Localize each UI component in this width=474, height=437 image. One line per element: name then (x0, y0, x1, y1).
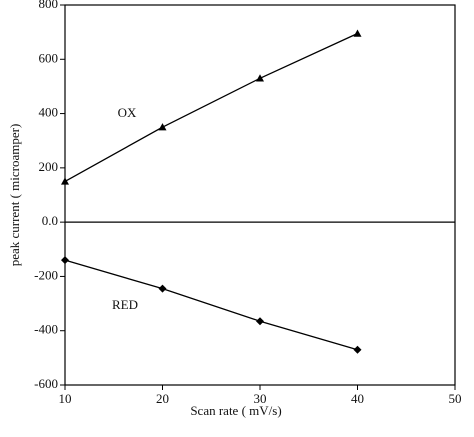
series-line (64, 32, 358, 182)
y-tick-label: 0.0 (42, 213, 58, 228)
x-tick-label: 50 (449, 391, 462, 406)
series-line (64, 259, 358, 351)
x-tick-label: 40 (351, 391, 364, 406)
data-point (61, 256, 69, 265)
data-point (256, 317, 264, 326)
plot-frame (64, 4, 456, 386)
annotation: OX (118, 105, 137, 120)
y-axis-label: peak current ( microamper) (7, 124, 22, 267)
y-tick-label: -600 (34, 376, 58, 391)
data-point (61, 177, 69, 185)
x-tick-label: 10 (59, 391, 72, 406)
x-tick-label: 30 (254, 391, 267, 406)
y-tick-label: 600 (39, 50, 59, 65)
y-tick-label: 400 (39, 105, 59, 120)
data-point (353, 345, 362, 354)
data-point (353, 29, 362, 37)
y-tick-label: 200 (39, 159, 59, 174)
data-point (158, 123, 167, 131)
data-point (158, 284, 167, 293)
x-axis-label: Scan rate ( mV/s) (190, 403, 281, 418)
y-tick-label: -200 (34, 267, 58, 282)
data-point (256, 74, 264, 82)
annotation: RED (112, 297, 138, 312)
x-tick-label: 20 (156, 391, 169, 406)
y-tick-label: 800 (39, 0, 59, 11)
y-tick-label: -400 (34, 322, 58, 337)
